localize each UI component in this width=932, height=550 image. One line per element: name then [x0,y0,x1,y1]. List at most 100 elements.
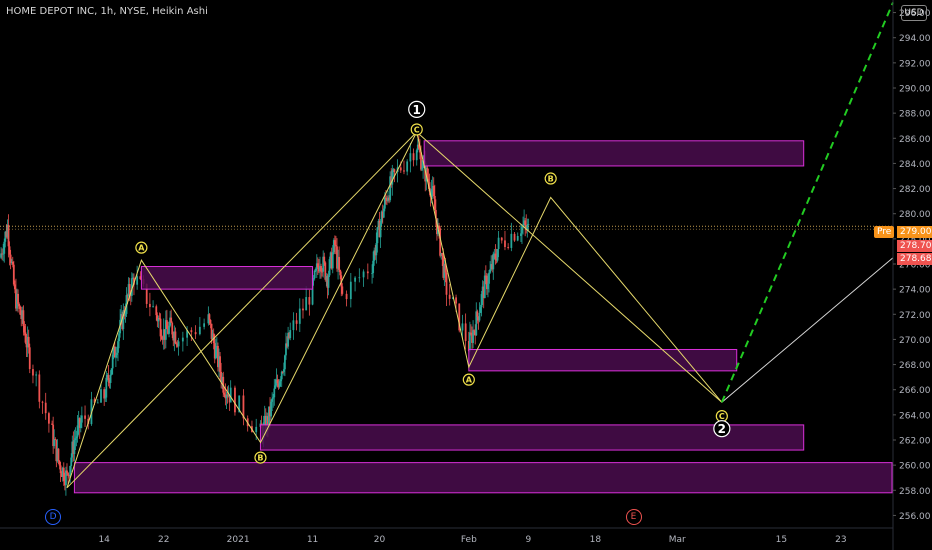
candle-body [96,402,99,404]
candle-body [168,325,170,334]
candle-body [366,271,369,274]
wave-label-circle [410,123,423,136]
y-tick-label: 286.00 [899,135,931,145]
candle-body [302,308,304,311]
candle-body [393,169,396,173]
y-tick-label: 258.00 [899,487,931,497]
candle-body [443,263,446,278]
y-tick-label: 288.00 [899,110,931,120]
candle-body [78,418,81,428]
candle-body [133,277,135,285]
candle-body [507,246,510,248]
candle-body [337,256,339,269]
candle-body [6,224,9,237]
candle-body [54,439,57,440]
last-price-tag: 278.70 [897,240,932,252]
candle-body [523,220,526,226]
candle-body [41,401,44,403]
candle-body [186,330,189,338]
candle-body [9,254,12,263]
candle-body [124,313,127,316]
candle-body [175,343,178,345]
candle-body [53,439,56,447]
candle-body [268,406,270,427]
candle-body [234,387,236,413]
candle-body [10,261,13,263]
candle-body [383,197,386,209]
forecast-dashed-line [720,2,894,403]
candle-body [277,383,280,387]
candle-body [445,272,448,295]
zone-wave-a-left [140,266,314,290]
candle-body [521,226,523,234]
x-tick-label: 2021 [227,535,250,545]
candle-body [406,161,409,172]
candle-body [339,269,342,276]
candle-body [108,379,111,383]
candle-body [385,197,387,199]
candle-body [23,326,26,333]
candle-body [114,355,117,358]
pre-price-tag: 279.00 [897,226,932,238]
wave-label-text: B [548,175,554,184]
candle-body [121,314,124,330]
candle-body [387,197,389,201]
candle-body [162,329,165,340]
candle-body [319,266,321,272]
x-tick-label: 9 [525,535,531,545]
candle-body [211,333,214,339]
candle-body [345,293,348,300]
candle-body [279,379,282,382]
wave-label-text: 1 [413,103,421,117]
candle-body [113,346,116,358]
candle-body [106,375,109,378]
currency-button[interactable]: USD [901,5,927,21]
candle-body [21,310,24,319]
candle-body [60,473,63,477]
candle-body [451,297,454,299]
candle-body [378,220,381,238]
candle-body [386,198,388,201]
candle-body [441,252,444,256]
y-tick-label: 292.00 [899,59,931,69]
candle-body [18,303,21,307]
candle-body [217,345,219,368]
candle-body [190,330,193,333]
event-marker-e[interactable]: E [625,509,642,525]
y-tick-label: 256.00 [899,512,931,522]
candle-body [285,343,287,356]
candle-body [318,267,320,272]
x-tick-label: 22 [158,535,169,545]
candle-body [389,176,392,201]
candle-body [412,153,415,161]
wave-2-inner [416,131,723,403]
candle-body [490,264,493,270]
candle-body [65,470,67,486]
candle-body [52,424,55,447]
candle-body [417,144,420,149]
projection-line [721,257,894,403]
candle-body [221,376,224,382]
pre-market-tag: Pre [874,226,895,238]
event-marker-d[interactable]: D [45,509,62,525]
candle-body [269,406,271,417]
candle-body [326,276,329,288]
symbol-title[interactable]: HOME DEPOT INC, 1h, NYSE, Heikin Ashi [6,6,208,17]
candle-body [57,448,60,461]
candle-body [473,330,476,332]
candle-body [171,322,174,335]
candle-body [51,423,53,425]
candle-body [380,211,383,223]
y-tick-label: 272.00 [899,311,931,321]
candle-body [152,306,154,308]
candle-body [16,293,18,309]
candle-body [382,208,385,218]
candle-body [349,281,352,300]
candle-body [169,317,171,326]
candle-body [520,233,522,236]
wave-2-outer [416,131,723,403]
candle-body [8,246,11,255]
candle-body [25,342,28,348]
candle-body [311,278,314,305]
